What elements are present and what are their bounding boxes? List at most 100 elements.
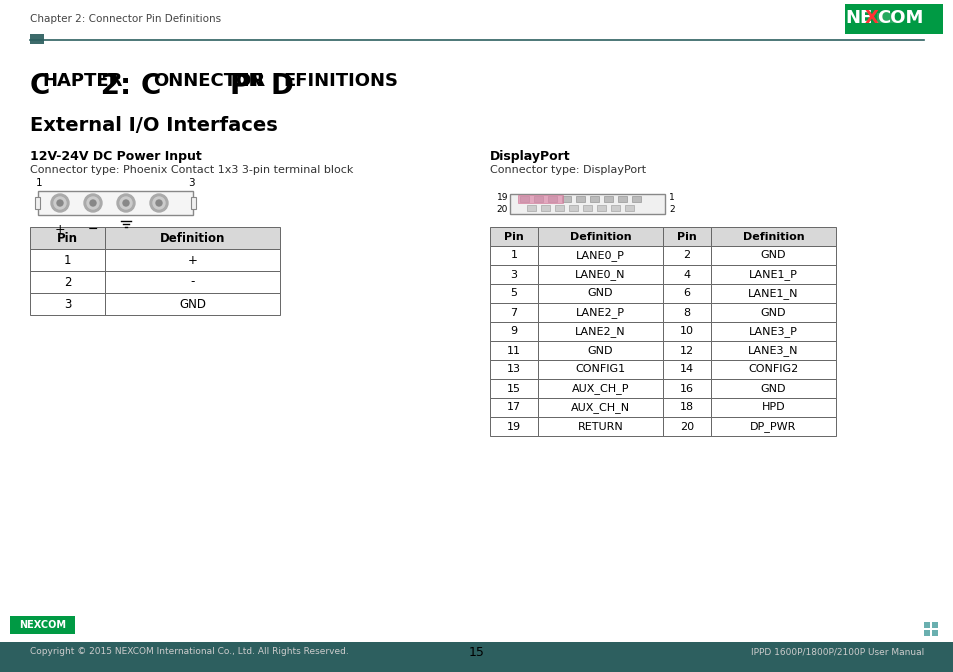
Bar xyxy=(710,227,835,246)
Bar xyxy=(191,197,195,209)
Bar xyxy=(923,630,929,636)
Bar xyxy=(597,205,605,211)
Bar xyxy=(710,265,835,284)
Text: Pin: Pin xyxy=(677,231,696,241)
Text: 3: 3 xyxy=(64,298,71,310)
Bar xyxy=(582,205,592,211)
Bar xyxy=(30,271,105,293)
Text: 2: 2 xyxy=(64,276,71,288)
Bar xyxy=(30,293,105,315)
Bar xyxy=(30,227,105,249)
Bar xyxy=(537,284,662,303)
Text: C: C xyxy=(140,72,160,100)
Text: NEXCOM: NEXCOM xyxy=(19,620,66,630)
Text: HAPTER: HAPTER xyxy=(42,72,123,90)
Text: 1: 1 xyxy=(64,253,71,267)
Bar xyxy=(931,630,937,636)
Bar xyxy=(710,322,835,341)
Bar xyxy=(526,205,536,211)
Bar xyxy=(105,249,280,271)
Bar xyxy=(710,360,835,379)
Text: Connector type: DisplayPort: Connector type: DisplayPort xyxy=(490,165,645,175)
Text: 20: 20 xyxy=(497,206,507,214)
Bar xyxy=(537,246,662,265)
Text: GND: GND xyxy=(760,384,785,394)
Circle shape xyxy=(156,200,162,206)
Text: GND: GND xyxy=(760,308,785,317)
Bar xyxy=(105,293,280,315)
Bar xyxy=(534,196,542,202)
Bar xyxy=(38,191,193,215)
Bar xyxy=(490,246,537,265)
Text: Pin: Pin xyxy=(503,231,523,241)
Text: CONFIG1: CONFIG1 xyxy=(575,364,625,374)
Bar xyxy=(662,303,710,322)
Text: LANE3_N: LANE3_N xyxy=(747,345,798,356)
Bar xyxy=(490,360,537,379)
Circle shape xyxy=(150,194,168,212)
Text: X: X xyxy=(864,9,878,27)
Text: DP_PWR: DP_PWR xyxy=(749,421,796,432)
Circle shape xyxy=(90,200,96,206)
Bar xyxy=(537,379,662,398)
Bar xyxy=(519,196,529,202)
Bar xyxy=(540,205,550,211)
Text: GND: GND xyxy=(587,345,613,355)
Text: CONFIG2: CONFIG2 xyxy=(747,364,798,374)
Bar xyxy=(662,246,710,265)
Bar xyxy=(662,265,710,284)
Text: AUX_CH_N: AUX_CH_N xyxy=(570,402,629,413)
Text: LANE3_P: LANE3_P xyxy=(748,326,797,337)
Bar xyxy=(618,196,626,202)
Bar xyxy=(876,13,894,23)
Bar xyxy=(662,284,710,303)
Text: 15: 15 xyxy=(469,646,484,659)
Text: 8: 8 xyxy=(682,308,690,317)
Text: 5: 5 xyxy=(510,288,517,298)
Text: -: - xyxy=(190,276,194,288)
Text: Definition: Definition xyxy=(160,231,225,245)
Text: +: + xyxy=(54,223,65,236)
Bar xyxy=(931,622,937,628)
Text: 12V-24V DC Power Input: 12V-24V DC Power Input xyxy=(30,150,201,163)
Text: 15: 15 xyxy=(506,384,520,394)
Text: 20: 20 xyxy=(679,421,694,431)
Text: Connector type: Phoenix Contact 1x3 3-pin terminal block: Connector type: Phoenix Contact 1x3 3-pi… xyxy=(30,165,353,175)
Bar xyxy=(710,284,835,303)
Bar xyxy=(30,249,105,271)
Text: 19: 19 xyxy=(496,194,507,202)
Bar xyxy=(30,34,44,44)
Text: 6: 6 xyxy=(682,288,690,298)
Text: GND: GND xyxy=(587,288,613,298)
Bar xyxy=(662,398,710,417)
Text: LANE1_N: LANE1_N xyxy=(747,288,798,299)
Text: 12: 12 xyxy=(679,345,694,355)
Circle shape xyxy=(152,197,165,209)
Bar xyxy=(624,205,634,211)
Text: LANE1_P: LANE1_P xyxy=(748,269,797,280)
Bar xyxy=(537,265,662,284)
Text: LANE0_P: LANE0_P xyxy=(576,250,624,261)
Text: LANE2_N: LANE2_N xyxy=(575,326,625,337)
Text: 17: 17 xyxy=(506,403,520,413)
Bar xyxy=(510,194,664,214)
Bar xyxy=(0,642,953,672)
Text: GND: GND xyxy=(179,298,206,310)
Circle shape xyxy=(57,200,63,206)
Text: 2:: 2: xyxy=(91,72,140,100)
Bar xyxy=(568,205,578,211)
Text: 9: 9 xyxy=(510,327,517,337)
Bar xyxy=(490,417,537,436)
Text: EFINITIONS: EFINITIONS xyxy=(283,72,397,90)
Bar xyxy=(537,360,662,379)
Bar xyxy=(105,227,280,249)
Bar xyxy=(662,322,710,341)
Bar xyxy=(844,4,942,34)
Bar xyxy=(537,322,662,341)
Bar xyxy=(35,197,40,209)
Bar xyxy=(662,379,710,398)
Text: −: − xyxy=(88,223,98,236)
Circle shape xyxy=(84,194,102,212)
Bar xyxy=(105,271,280,293)
Circle shape xyxy=(51,194,69,212)
